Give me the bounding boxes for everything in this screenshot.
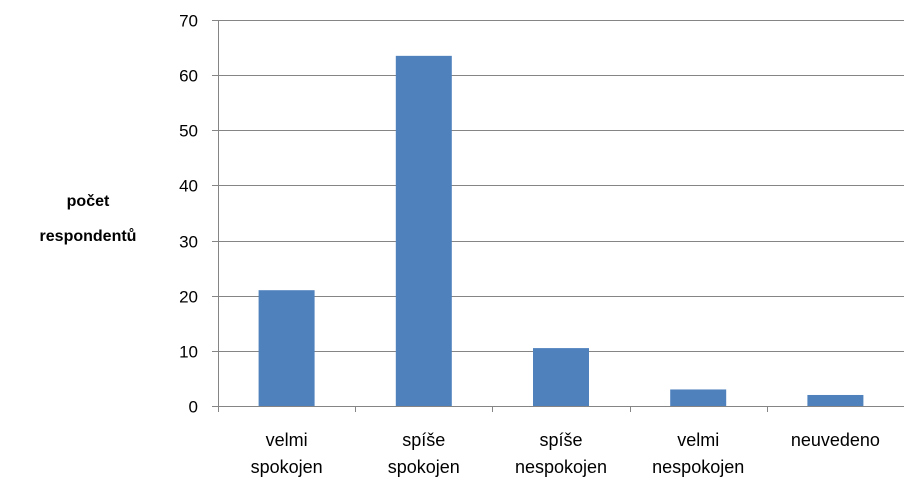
x-tick-label: neuvedeno	[791, 430, 880, 450]
y-axis-title-line: počet	[67, 193, 110, 210]
x-tick-label: velmi nespokojen	[652, 430, 744, 477]
x-tick-label-line: nespokojen	[515, 457, 607, 477]
y-tick-label: 0	[189, 398, 198, 417]
y-axis-title-line: respondentů	[40, 228, 137, 245]
x-tick-label: velmi spokojen	[251, 430, 323, 477]
x-tick-label: spíše spokojen	[388, 430, 460, 477]
x-tick-label-line: spíše	[402, 430, 445, 450]
y-tick-label: 20	[179, 288, 198, 307]
bar	[807, 394, 864, 406]
y-axis-title: počet respondentů	[40, 193, 137, 245]
x-tick-label-line: nespokojen	[652, 457, 744, 477]
x-tick-label-line: spokojen	[388, 457, 460, 477]
bar	[258, 290, 315, 406]
y-tick-label: 10	[179, 343, 198, 362]
y-tick-label: 50	[179, 122, 198, 141]
bar	[533, 348, 589, 406]
bar	[670, 389, 727, 406]
x-tick-label-line: spíše	[539, 430, 582, 450]
x-tick-label-line: spokojen	[251, 457, 323, 477]
bar	[395, 55, 452, 406]
y-tick-label: 70	[179, 12, 198, 31]
x-tick-label-line: velmi	[266, 430, 308, 450]
x-tick-label-line: velmi	[677, 430, 719, 450]
x-tick-label: spíše nespokojen	[515, 430, 607, 477]
y-tick-label: 30	[179, 233, 198, 252]
y-tick-label: 60	[179, 67, 198, 86]
x-tick-label-line: neuvedeno	[791, 430, 880, 450]
y-tick-label: 40	[179, 177, 198, 196]
